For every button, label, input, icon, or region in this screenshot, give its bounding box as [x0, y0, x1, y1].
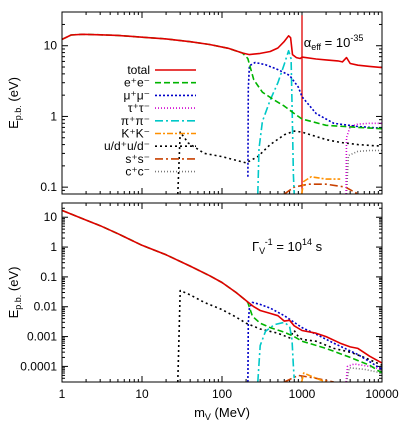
- x-tick-label: 10: [135, 387, 149, 401]
- series-line-kk: [300, 176, 341, 194]
- series-line-total: [62, 209, 382, 364]
- bottom-panel: 0.0001 0.001 0.01 0.1 1 10 1 10 100 1000 10000 Ep.b…: [6, 202, 399, 422]
- plot-frame: [61, 202, 383, 383]
- series-group: [62, 33, 382, 194]
- x-axis-label: mV (MeV): [194, 405, 250, 422]
- y-tick-label: 1: [50, 240, 57, 254]
- legend-label: total: [127, 63, 150, 77]
- series-line-ss: [283, 183, 359, 194]
- series-line-cc: [345, 149, 382, 194]
- series-line-: [257, 321, 295, 382]
- series-line-kk: [300, 372, 327, 382]
- y-tick-label: 0.001: [27, 330, 57, 344]
- x-tick-label: 1: [59, 387, 66, 401]
- x-tick-label: 10000: [365, 387, 399, 401]
- series-line-udud: [177, 130, 382, 194]
- series-line-: [247, 301, 382, 382]
- series-line-ss: [283, 374, 334, 382]
- legend-label: e⁺e⁻: [124, 76, 150, 90]
- y-tick-label: 10: [44, 39, 58, 53]
- legend-label: u/d⁺u/d⁻: [104, 139, 150, 153]
- plot-frame: [61, 11, 383, 195]
- series-line-: [257, 49, 295, 194]
- y-tick-label: 0.1: [40, 270, 57, 284]
- series-line-udud: [177, 289, 382, 382]
- series-group: [62, 209, 382, 382]
- legend-label: τ⁺τ⁻: [128, 101, 150, 115]
- y-tick-label: 0.1: [40, 180, 57, 194]
- series-line-: [247, 61, 382, 177]
- y-axis-label: Ep.b. (eV): [6, 267, 23, 319]
- x-tick-label: 100: [212, 387, 232, 401]
- legend-label: K⁺K⁻: [121, 127, 150, 141]
- legend-label: s⁺s⁻: [125, 152, 150, 166]
- gamma-annotation: ΓV-1 = 1014 s: [252, 237, 323, 256]
- legend-label: c⁺c⁻: [125, 165, 150, 179]
- y-tick-label: 1: [50, 109, 57, 123]
- series-line-total: [62, 33, 382, 69]
- y-tick-label: 0.01: [34, 300, 58, 314]
- y-tick-label: 0.0001: [20, 359, 57, 373]
- legend-label: π⁺π⁻: [121, 114, 150, 128]
- series-line-: [345, 122, 382, 194]
- x-tick-label: 1000: [289, 387, 316, 401]
- legend: totale⁺e⁻μ⁺μ⁻τ⁺τ⁻π⁺π⁻K⁺K⁻u/d⁺u/d⁻s⁺s⁻c⁺c…: [104, 63, 196, 179]
- y-tick-label: 10: [44, 210, 58, 224]
- alpha-annotation: αeff = 10-35: [304, 33, 364, 52]
- y-axis-label: Ep.b. (eV): [6, 77, 23, 129]
- top-panel: 0.1 1 10 Ep.b. (eV) αeff = 10-35 totale⁺e⁻μ⁺μ…: [6, 11, 383, 195]
- legend-label: μ⁺μ⁻: [124, 88, 151, 102]
